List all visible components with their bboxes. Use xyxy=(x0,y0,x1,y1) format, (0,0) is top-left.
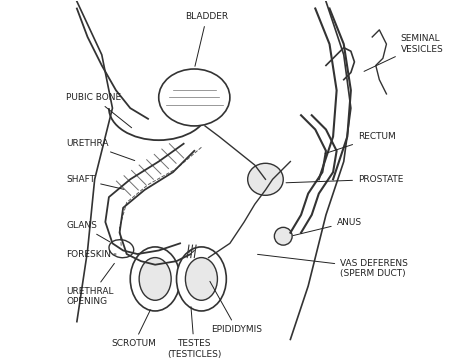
Text: SHAFT: SHAFT xyxy=(66,175,124,189)
Ellipse shape xyxy=(176,247,226,311)
Ellipse shape xyxy=(159,69,230,126)
Text: ANUS: ANUS xyxy=(293,218,362,236)
Ellipse shape xyxy=(109,240,134,258)
Text: BLADDER: BLADDER xyxy=(185,12,228,66)
Ellipse shape xyxy=(185,258,218,300)
Text: URETHRAL
OPENING: URETHRAL OPENING xyxy=(66,264,114,306)
Text: GLANS: GLANS xyxy=(66,221,110,242)
Text: PUBIC BONE: PUBIC BONE xyxy=(66,93,132,128)
Text: RECTUM: RECTUM xyxy=(325,132,396,154)
Ellipse shape xyxy=(139,258,171,300)
Text: SEMINAL
VESICLES: SEMINAL VESICLES xyxy=(364,34,444,71)
Ellipse shape xyxy=(130,247,180,311)
Text: URETHRA: URETHRA xyxy=(66,139,135,161)
Ellipse shape xyxy=(248,163,283,195)
Text: FORESKIN: FORESKIN xyxy=(66,250,116,258)
Text: VAS DEFERENS
(SPERM DUCT): VAS DEFERENS (SPERM DUCT) xyxy=(257,254,408,278)
Circle shape xyxy=(274,228,292,245)
Text: SCROTUM: SCROTUM xyxy=(111,310,156,348)
Text: PROSTATE: PROSTATE xyxy=(286,175,403,184)
Text: TESTES
(TESTICLES): TESTES (TESTICLES) xyxy=(167,306,221,359)
Text: EPIDIDYMIS: EPIDIDYMIS xyxy=(210,281,263,334)
